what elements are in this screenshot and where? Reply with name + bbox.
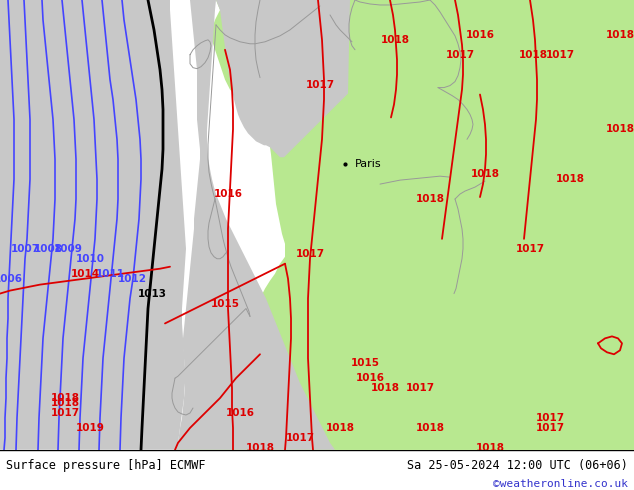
- Text: 1018: 1018: [476, 443, 505, 453]
- Polygon shape: [175, 92, 634, 450]
- Text: 1017: 1017: [446, 49, 475, 60]
- Text: 1014: 1014: [70, 269, 100, 279]
- Text: 1019: 1019: [75, 423, 105, 433]
- Text: 1018: 1018: [380, 35, 410, 45]
- Text: 1018: 1018: [415, 194, 444, 204]
- Text: 1017: 1017: [306, 79, 335, 90]
- Text: 1017: 1017: [295, 249, 325, 259]
- Text: 1017: 1017: [545, 49, 574, 60]
- Text: 1006: 1006: [0, 273, 22, 284]
- Text: 1018: 1018: [605, 124, 634, 134]
- Text: 1018: 1018: [370, 383, 399, 393]
- Polygon shape: [330, 0, 634, 129]
- Text: 1009: 1009: [53, 244, 82, 254]
- Text: 1018: 1018: [470, 169, 500, 179]
- Text: 1018: 1018: [325, 423, 354, 433]
- Text: 1018: 1018: [245, 443, 275, 453]
- Text: Surface pressure [hPa] ECMWF: Surface pressure [hPa] ECMWF: [6, 459, 206, 471]
- Text: 1018: 1018: [415, 423, 444, 433]
- Text: Sa 25-05-2024 12:00 UTC (06+06): Sa 25-05-2024 12:00 UTC (06+06): [407, 459, 628, 471]
- Text: 1017: 1017: [536, 413, 564, 423]
- Polygon shape: [175, 0, 335, 450]
- Polygon shape: [175, 0, 634, 450]
- Polygon shape: [0, 0, 186, 450]
- Text: 1018: 1018: [51, 393, 79, 403]
- Text: 1018: 1018: [519, 49, 548, 60]
- Text: 1015: 1015: [210, 298, 240, 309]
- Text: 1017: 1017: [536, 423, 564, 433]
- Text: 1012: 1012: [117, 273, 146, 284]
- Text: 1018: 1018: [555, 174, 585, 184]
- Text: 1016: 1016: [356, 373, 384, 383]
- Text: 1011: 1011: [96, 269, 124, 279]
- Text: 1018: 1018: [51, 398, 79, 408]
- Text: 1017: 1017: [285, 433, 314, 443]
- Text: 1017: 1017: [515, 244, 545, 254]
- Text: 1008: 1008: [34, 244, 63, 254]
- Text: Paris: Paris: [355, 159, 382, 169]
- Text: 1010: 1010: [75, 254, 105, 264]
- Polygon shape: [216, 0, 350, 157]
- Text: 1017: 1017: [405, 383, 434, 393]
- Text: 1018: 1018: [605, 30, 634, 40]
- Text: 1017: 1017: [51, 408, 79, 418]
- Text: ©weatheronline.co.uk: ©weatheronline.co.uk: [493, 479, 628, 489]
- Text: 1016: 1016: [465, 30, 495, 40]
- Text: 1007: 1007: [10, 244, 39, 254]
- Text: 1015: 1015: [351, 358, 380, 368]
- Polygon shape: [210, 0, 320, 104]
- Text: 1013: 1013: [138, 289, 167, 298]
- Text: 1016: 1016: [226, 408, 254, 418]
- Text: 1016: 1016: [214, 189, 242, 199]
